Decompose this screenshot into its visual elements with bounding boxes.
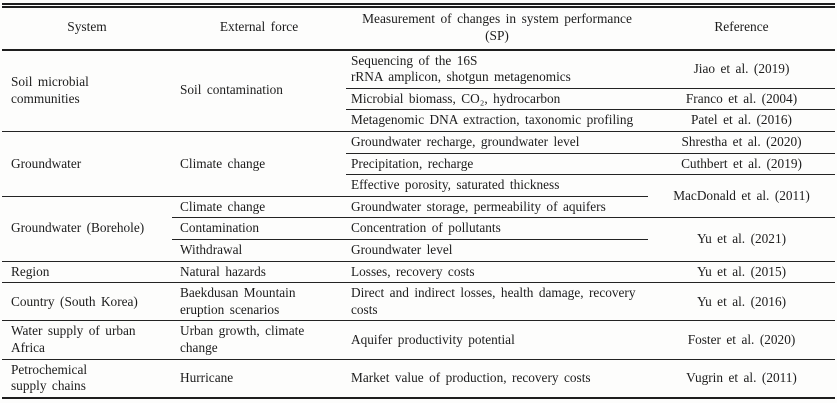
table-row: Microbial biomass, CO₂, hydrocarbon Fran… xyxy=(2,88,835,111)
table-row: Contamination Concentration of pollutant… xyxy=(2,217,835,262)
measurement-cell: Direct and indirect losses, health damag… xyxy=(346,282,648,322)
force-cell: Urban growth, climate change xyxy=(172,320,346,360)
paper-table-page: System External force Measurement of cha… xyxy=(0,3,837,403)
measurement-cell: Effective porosity, saturated thickness xyxy=(346,174,648,197)
table-row: Region Natural hazards Losses, recovery … xyxy=(2,261,835,284)
table-row: Precipitation, recharge Cuthbert et al. … xyxy=(2,153,835,176)
table-row: Groundwater Climate change Groundwater r… xyxy=(2,131,835,197)
force-cell: Hurricane xyxy=(172,359,346,399)
reference-cell: Yu et al. (2021) xyxy=(648,217,835,262)
force-cell: Baekdusan Mountain eruption scenarios xyxy=(172,282,346,322)
measurement-cell: Microbial biomass, CO₂, hydrocarbon xyxy=(346,88,648,111)
reference-cell: Cuthbert et al. (2019) xyxy=(648,153,835,176)
force-cell: Withdrawal xyxy=(172,239,346,262)
measurement-cell: Aquifer productivity potential xyxy=(346,320,648,360)
force-cell: Contamination xyxy=(172,217,346,240)
table-row: Effective porosity, saturated thickness … xyxy=(2,174,835,219)
reference-cell: Shrestha et al. (2020) xyxy=(648,131,835,154)
system-cell: Groundwater (Borehole) xyxy=(2,196,172,262)
header-row: System External force Measurement of cha… xyxy=(2,3,835,51)
system-cell: Soil microbial communities xyxy=(2,49,172,132)
table-row: Petrochemical supply chains Hurricane Ma… xyxy=(2,359,835,399)
system-cell: Region xyxy=(2,261,172,284)
measurement-cell: Sequencing of the 16S rRNA amplicon, sho… xyxy=(346,49,648,89)
performance-measurement-table: System External force Measurement of cha… xyxy=(2,3,835,399)
force-cell: Climate change xyxy=(172,131,346,197)
reference-cell: MacDonald et al. (2011) xyxy=(648,174,835,219)
table-row: Metagenomic DNA extraction, taxonomic pr… xyxy=(2,109,835,132)
measurement-cell: Precipitation, recharge xyxy=(346,153,648,176)
reference-cell: Franco et al. (2004) xyxy=(648,88,835,111)
force-cell: Natural hazards xyxy=(172,261,346,284)
system-cell: Water supply of urban Africa xyxy=(2,320,172,360)
table-row: Soil microbial communities Soil contamin… xyxy=(2,49,835,132)
measurement-cell: Groundwater level xyxy=(346,239,648,262)
column-header-external-force: External force xyxy=(172,3,346,51)
reference-cell: Jiao et al. (2019) xyxy=(648,49,835,89)
measurement-cell: Losses, recovery costs xyxy=(346,261,648,284)
reference-cell: Yu et al. (2016) xyxy=(648,282,835,322)
column-header-measurement: Measurement of changes in system perform… xyxy=(346,3,648,51)
measurement-cell: Concentration of pollutants xyxy=(346,217,648,240)
column-header-system: System xyxy=(2,3,172,51)
table-row: Groundwater (Borehole) Climate change Gr… xyxy=(2,196,835,262)
table-row: Country (South Korea) Baekdusan Mountain… xyxy=(2,282,835,322)
measurement-cell: Groundwater recharge, groundwater level xyxy=(346,131,648,154)
force-cell: Soil contamination xyxy=(172,49,346,132)
reference-cell: Yu et al. (2015) xyxy=(648,261,835,284)
system-cell: Groundwater xyxy=(2,131,172,197)
measurement-cell: Market value of production, recovery cos… xyxy=(346,359,648,399)
reference-cell: Vugrin et al. (2011) xyxy=(648,359,835,399)
measurement-cell: Metagenomic DNA extraction, taxonomic pr… xyxy=(346,109,648,132)
reference-cell: Foster et al. (2020) xyxy=(648,320,835,360)
measurement-cell: Groundwater storage, permeability of aqu… xyxy=(346,196,648,219)
table-row: Water supply of urban Africa Urban growt… xyxy=(2,320,835,360)
reference-cell: Patel et al. (2016) xyxy=(648,109,835,132)
system-cell: Country (South Korea) xyxy=(2,282,172,322)
force-cell: Climate change xyxy=(172,196,346,219)
system-cell: Petrochemical supply chains xyxy=(2,359,172,399)
column-header-reference: Reference xyxy=(648,3,835,51)
table-row: Withdrawal Groundwater level xyxy=(2,239,835,262)
